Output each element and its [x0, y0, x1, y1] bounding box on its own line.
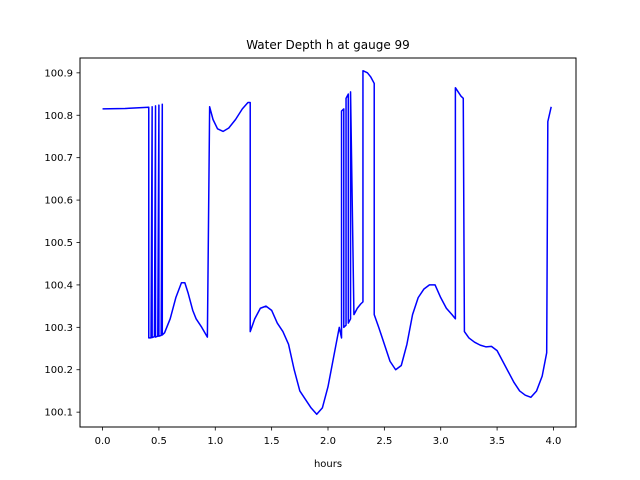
x-tick-label: 0.5	[151, 436, 167, 447]
y-tick-label: 100.7	[44, 153, 73, 164]
x-tick-label: 1.5	[264, 436, 280, 447]
x-tick-label: 3.0	[433, 436, 449, 447]
y-tick-label: 100.8	[44, 111, 73, 122]
chart-title: Water Depth h at gauge 99	[246, 38, 410, 52]
y-axis: 100.1 100.2 100.3 100.4 100.5 100.6 100.7 100.8…	[44, 68, 80, 419]
x-tick-label: 2.5	[376, 436, 392, 447]
y-tick-label: 100.6	[44, 196, 73, 207]
plot-area	[79, 57, 577, 428]
x-tick-label: 4.0	[546, 436, 562, 447]
y-tick-label: 100.9	[44, 68, 73, 79]
x-tick-label: 0.0	[95, 436, 111, 447]
x-tick-label: 3.5	[489, 436, 505, 447]
x-tick-label: 2.0	[320, 436, 336, 447]
x-axis-label: hours	[314, 459, 342, 470]
series-line	[102, 69, 552, 416]
y-tick-label: 100.5	[44, 238, 73, 249]
x-tick-label: 1.0	[207, 436, 223, 447]
x-axis: 0.0 0.5 1.0 1.5 2.0 2.5 3.0 3.5 4.0	[95, 427, 562, 447]
y-tick-label: 100.2	[44, 365, 73, 376]
y-tick-label: 100.1	[44, 408, 73, 419]
y-tick-label: 100.4	[44, 280, 73, 291]
y-tick-label: 100.3	[44, 323, 73, 334]
